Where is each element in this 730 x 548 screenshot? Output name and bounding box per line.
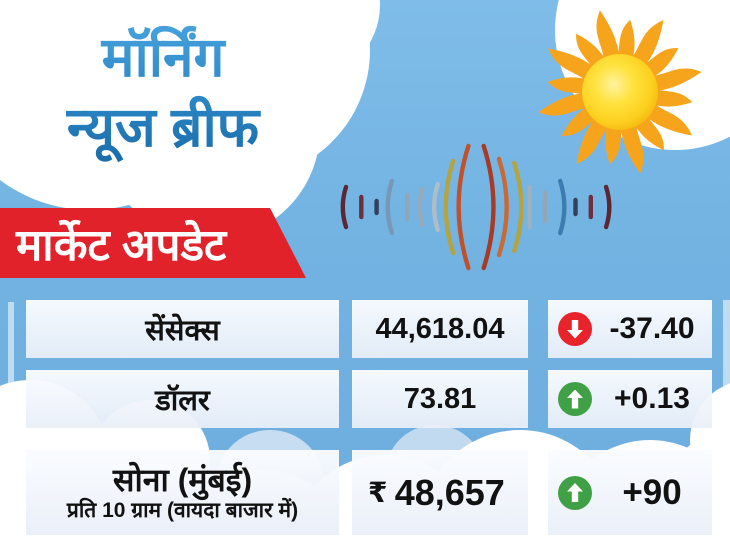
table-cell-sensex-change: -37.40 xyxy=(548,300,712,358)
table-cell-sensex-label: सेंसेक्स xyxy=(26,300,339,358)
table-cell-gold-value: ₹ 48,657 xyxy=(352,450,528,535)
table-cell-gold-label: सोना (मुंबई) प्रति 10 ग्राम (वायदा बाजार… xyxy=(26,450,339,535)
sensex-change: -37.40 xyxy=(609,312,695,345)
page-title-line1: मॉर्निंग xyxy=(101,26,225,88)
sensex-value: 44,618.04 xyxy=(375,312,505,345)
rupee-symbol: ₹ xyxy=(368,477,388,508)
arrow-up-icon xyxy=(558,382,592,416)
gold-change: +90 xyxy=(622,472,682,512)
table-edge-strip-right xyxy=(723,300,730,535)
section-banner: मार्केट अपडेट xyxy=(0,208,306,278)
market-table: सेंसेक्स 44,618.04 -37.40 डॉलर 73.81 +0.… xyxy=(26,300,712,535)
page-title-line2: न्यूज ब्रीफ xyxy=(66,96,260,159)
arrow-down-icon xyxy=(558,312,592,346)
section-banner-label: मार्केट अपडेट xyxy=(16,221,227,270)
dollar-value: 73.81 xyxy=(403,382,477,415)
gold-label: सोना (मुंबई) xyxy=(112,461,253,498)
table-cell-sensex-value: 44,618.04 xyxy=(352,300,528,358)
gold-sublabel: प्रति 10 ग्राम (वायदा बाजार में) xyxy=(66,498,299,522)
dollar-change: +0.13 xyxy=(614,382,690,415)
audio-wave-icon xyxy=(340,143,612,271)
table-cell-gold-change: +90 xyxy=(548,450,712,535)
sun-icon xyxy=(538,10,702,174)
table-cell-dollar-value: 73.81 xyxy=(352,370,528,428)
page-title: मॉर्निंग न्यूज ब्रीफ xyxy=(18,22,308,163)
cloud-top-left xyxy=(100,20,320,240)
sensex-label: सेंसेक्स xyxy=(145,314,220,347)
arrow-up-icon xyxy=(558,475,592,510)
table-edge-strip-left xyxy=(8,302,14,428)
table-cell-dollar-label: डॉलर xyxy=(26,370,339,428)
gold-value: 48,657 xyxy=(394,471,505,513)
dollar-label: डॉलर xyxy=(155,384,210,417)
table-cell-dollar-change: +0.13 xyxy=(548,370,712,428)
